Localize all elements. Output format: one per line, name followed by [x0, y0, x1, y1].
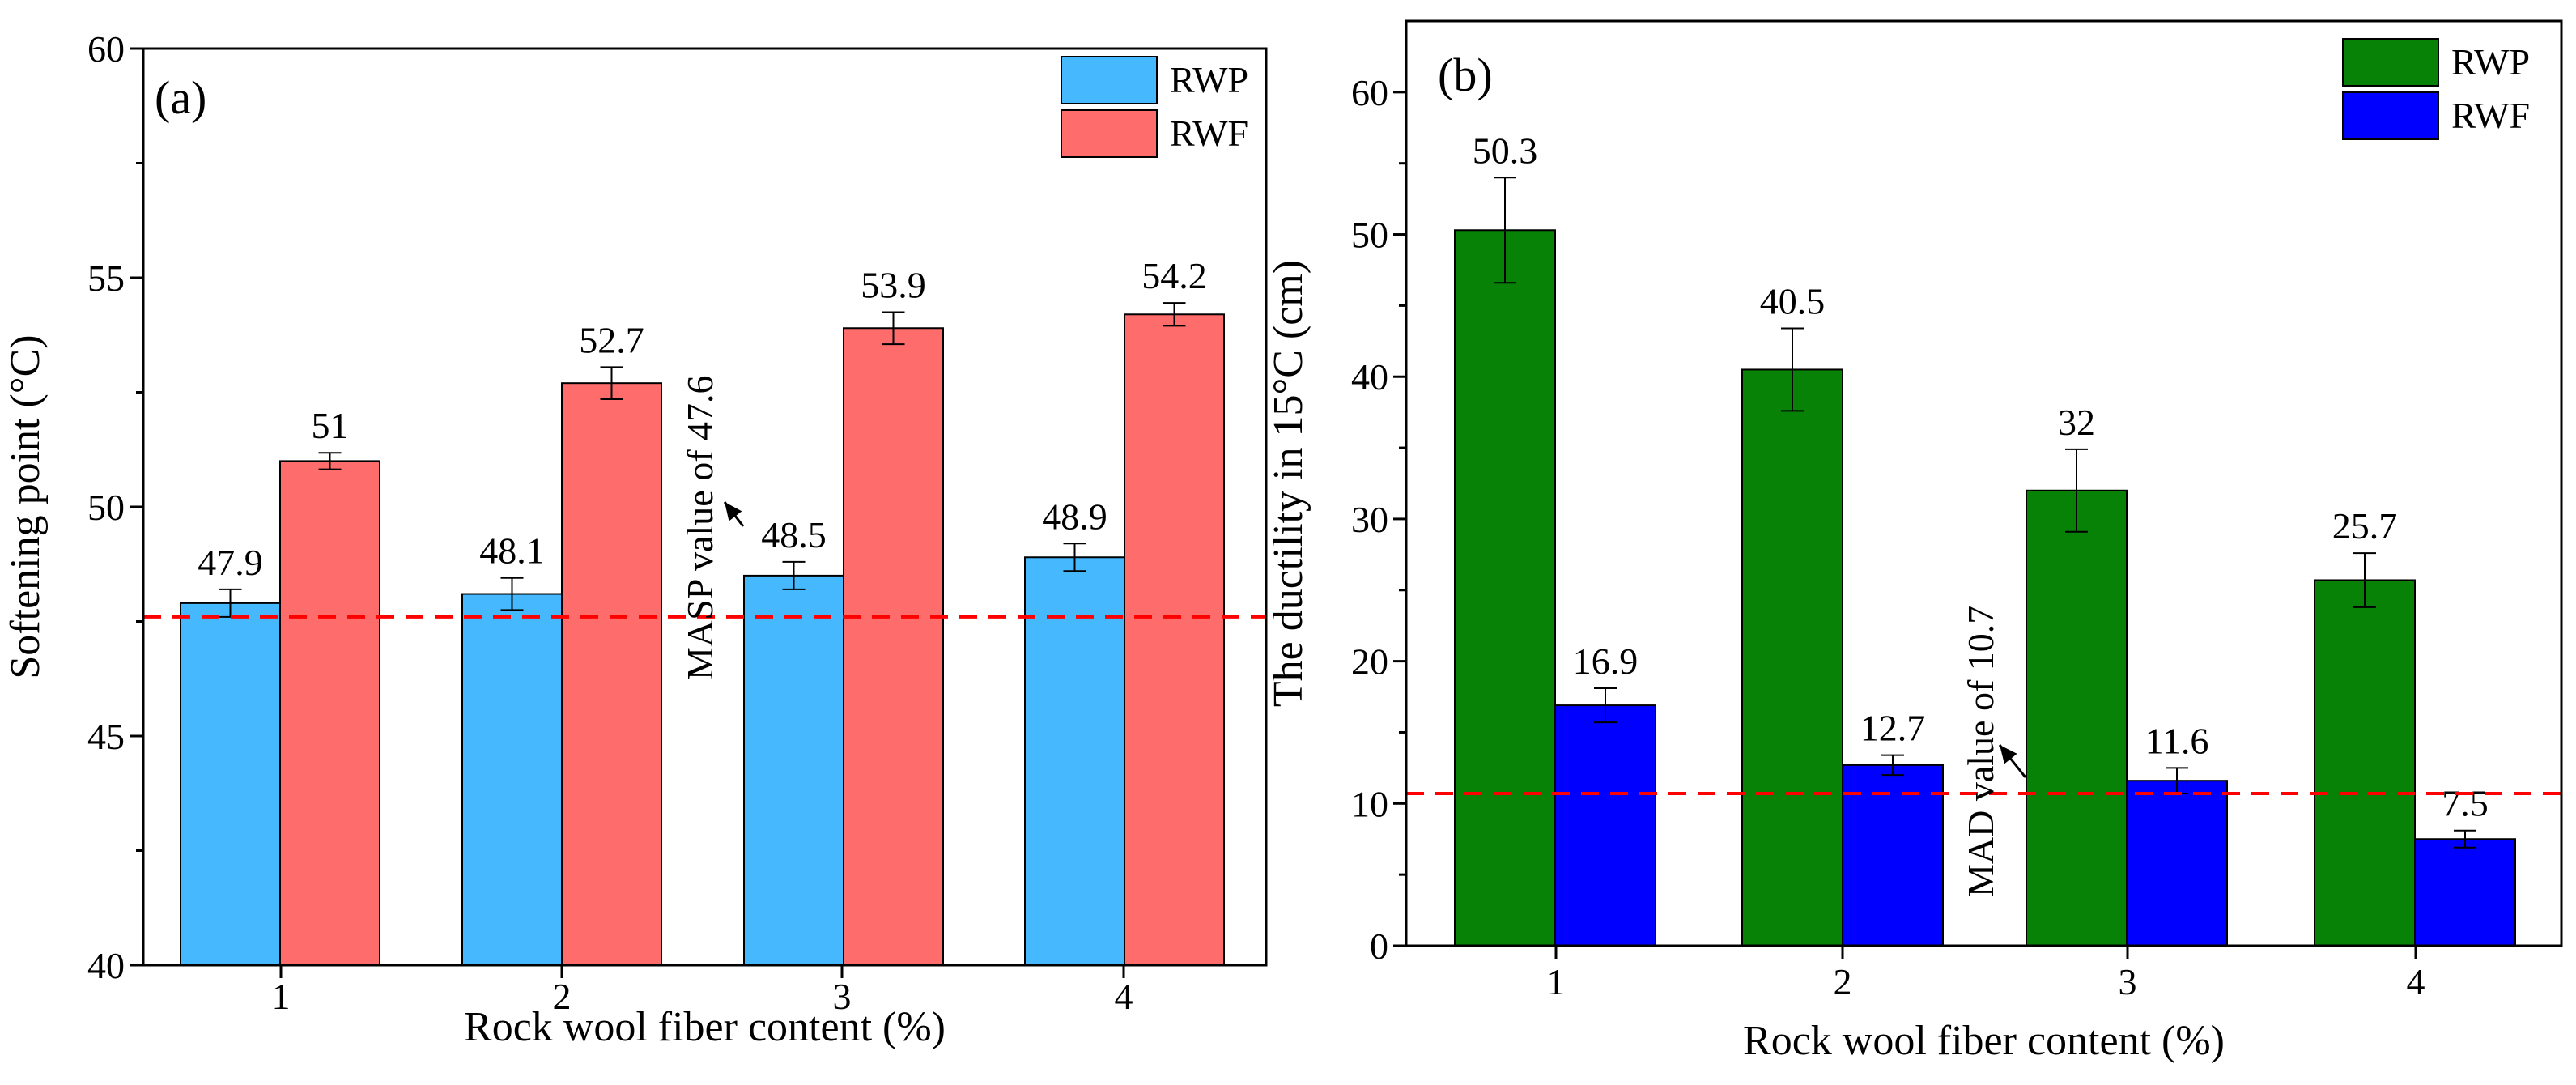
y-tick-label: 10 [1351, 783, 1388, 824]
data-label: 32 [2058, 402, 2095, 443]
legend: RWP RWF [1061, 56, 1248, 158]
data-label: 51 [312, 405, 349, 446]
data-label: 48.1 [479, 530, 545, 572]
data-label: 11.6 [2145, 720, 2209, 761]
x-tick-label: 1 [1547, 961, 1566, 1002]
bar-rwp-3 [743, 574, 844, 967]
chart-panel-a: 47.9 48.1 48.5 48.9 51 52.7 53.9 54.2 MASP value… [2, 28, 1268, 1050]
reference-annotation: MASP value of 47.6 [679, 375, 721, 680]
x-tick-label: 4 [1115, 976, 1133, 1017]
data-label: 16.9 [1573, 640, 1639, 682]
y-tick-label: 55 [87, 257, 125, 299]
data-label: 50.3 [1473, 130, 1538, 171]
y-tick-label: 60 [87, 28, 125, 70]
bar-rwp-1 [1454, 229, 1556, 947]
data-label: 52.7 [579, 319, 644, 360]
y-tick-label: 50 [1351, 215, 1388, 256]
data-label: 7.5 [2442, 783, 2489, 824]
y-axis-title: Softening point (°C) [2, 334, 49, 679]
legend: RWP RWF [2342, 38, 2530, 140]
x-tick-label: 4 [2407, 961, 2425, 1002]
bar-rwf-3 [2126, 780, 2228, 947]
bar-rwf-1 [1554, 704, 1656, 947]
x-axis-title: Rock wool fiber content (%) [464, 1004, 946, 1050]
data-label: 40.5 [1760, 280, 1826, 321]
bar-rwf-4 [1124, 313, 1225, 966]
bar-rwp-4 [2314, 579, 2416, 947]
data-label: 54.2 [1141, 255, 1207, 296]
legend-label-rwp: RWP [1170, 59, 1248, 100]
data-label: 47.9 [198, 542, 263, 583]
y-tick-label: 20 [1351, 641, 1388, 683]
y-tick-label: 40 [87, 945, 125, 986]
panel-label: (b) [1438, 49, 1493, 101]
legend-swatch-rwp [1061, 56, 1158, 104]
x-tick-label: 3 [2119, 961, 2137, 1002]
annotation-arrow-head [725, 502, 742, 521]
bar-rwp-1 [180, 602, 281, 966]
legend-swatch-rwp [2342, 38, 2439, 87]
reference-annotation: MAD value of 10.7 [1960, 606, 2001, 897]
bar-rwf-2 [561, 382, 662, 966]
x-axis-title: Rock wool fiber content (%) [1743, 1018, 2225, 1064]
data-label: 53.9 [861, 264, 926, 305]
plot-frame [1405, 19, 2563, 947]
y-tick-label: 50 [87, 487, 125, 528]
bar-rwp-3 [2026, 489, 2128, 947]
annotation-arrow-head [2000, 745, 2017, 764]
bar-rwp-2 [461, 593, 563, 966]
legend-label-rwf: RWF [2451, 95, 2530, 136]
data-label: 48.5 [761, 514, 827, 555]
panel-label: (a) [155, 71, 206, 124]
data-label: 12.7 [1860, 708, 1926, 749]
bar-rwf-1 [279, 460, 380, 966]
legend-swatch-rwf [1061, 109, 1158, 158]
legend-label-rwp: RWP [2451, 41, 2530, 83]
y-tick-label: 0 [1370, 925, 1388, 967]
bar-rwf-4 [2414, 838, 2516, 947]
x-tick-label: 3 [833, 976, 852, 1017]
y-tick-label: 60 [1351, 72, 1388, 113]
data-label: 25.7 [2332, 505, 2398, 547]
bar-rwp-2 [1741, 368, 1843, 947]
x-tick-label: 2 [1834, 961, 1852, 1002]
bar-rwf-2 [1842, 764, 1944, 947]
y-tick-label: 45 [87, 716, 125, 757]
x-tick-label: 1 [272, 976, 291, 1017]
legend-swatch-rwf [2342, 91, 2439, 140]
bar-rwf-3 [843, 327, 944, 966]
y-tick-label: 40 [1351, 356, 1388, 398]
x-tick-label: 2 [553, 976, 572, 1017]
y-axis-title: The ductility in 15°C (cm) [1265, 260, 1311, 707]
data-label: 48.9 [1042, 496, 1107, 537]
legend-label-rwf: RWF [1170, 113, 1248, 154]
y-tick-label: 30 [1351, 499, 1388, 540]
